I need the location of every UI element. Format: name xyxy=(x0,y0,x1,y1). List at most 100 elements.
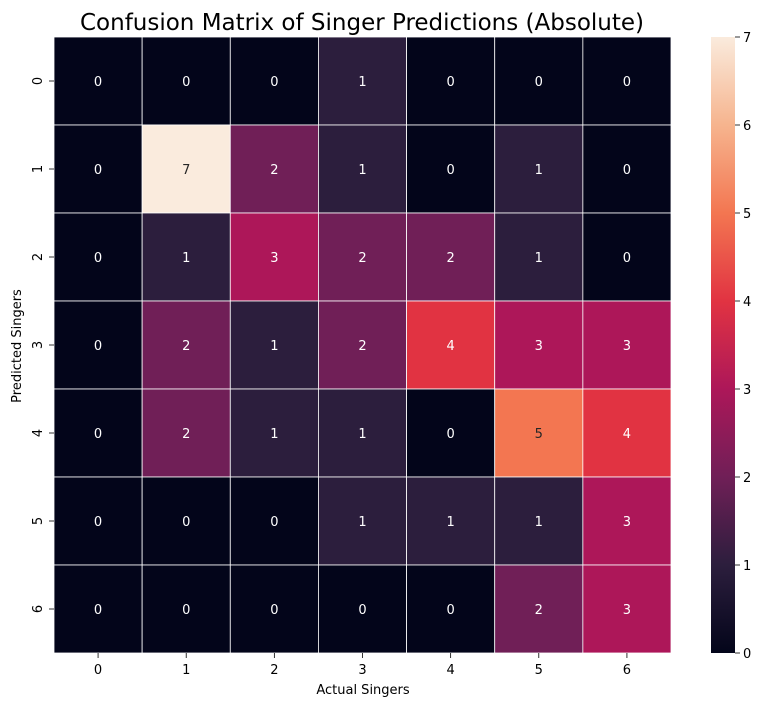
cell-value-label: 0 xyxy=(447,427,455,442)
x-tick-label: 4 xyxy=(447,663,455,678)
cell-value-label: 0 xyxy=(94,339,102,354)
heatmap-cell xyxy=(318,564,407,654)
cell-value-label: 1 xyxy=(270,339,278,354)
heatmap-cell xyxy=(494,36,584,126)
cell-value-label: 0 xyxy=(182,515,190,530)
cell-value-label: 0 xyxy=(358,603,366,618)
cell-value-label: 3 xyxy=(270,251,278,266)
cell-value-label: 2 xyxy=(182,339,190,354)
x-tick-label: 3 xyxy=(358,663,366,678)
y-tick-label: 1 xyxy=(31,165,46,173)
colorbar-tick-label: 4 xyxy=(743,295,751,310)
cell-value-label: 0 xyxy=(270,603,278,618)
heatmap-cell xyxy=(229,388,319,478)
cell-value-label: 1 xyxy=(358,75,366,90)
heatmap-cell xyxy=(318,300,407,390)
cell-value-label: 2 xyxy=(182,427,190,442)
heatmap-cell xyxy=(53,476,143,566)
heatmap-cell xyxy=(318,476,407,566)
y-tick-label: 5 xyxy=(31,517,46,525)
cell-value-label: 1 xyxy=(358,427,366,442)
cell-value-label: 5 xyxy=(535,427,543,442)
y-tick-label: 4 xyxy=(31,429,46,437)
x-tick-label: 0 xyxy=(94,663,102,678)
chart-title: Confusion Matrix of Singer Predictions (… xyxy=(80,10,644,36)
heatmap-cell xyxy=(141,476,231,566)
heatmap-cell xyxy=(494,564,584,654)
cell-value-label: 0 xyxy=(94,163,102,178)
heatmap-cell xyxy=(406,476,496,566)
x-axis-ticks: 0 1 2 3 4 5 6 xyxy=(94,653,631,678)
heatmap-cell xyxy=(582,124,672,214)
cell-value-label: 0 xyxy=(447,75,455,90)
cell-value-label: 1 xyxy=(535,515,543,530)
x-tick-label: 6 xyxy=(623,663,631,678)
y-axis-label: Predicted Singers xyxy=(10,289,25,403)
heatmap-cell xyxy=(53,124,143,214)
heatmap-cell xyxy=(53,212,143,302)
heatmap-cells xyxy=(53,36,672,654)
cell-value-label: 4 xyxy=(623,427,631,442)
colorbar-tick-label: 2 xyxy=(743,471,751,486)
cell-value-label: 2 xyxy=(358,339,366,354)
y-tick-label: 3 xyxy=(31,341,46,349)
cell-value-label: 0 xyxy=(447,603,455,618)
cell-value-label: 1 xyxy=(447,515,455,530)
heatmap-cell xyxy=(582,300,672,390)
heatmap-cell xyxy=(582,476,672,566)
cell-value-label: 2 xyxy=(447,251,455,266)
heatmap-cell-labels: 0 0 0 1 0 0 0 0 7 2 1 0 1 0 0 1 3 2 2 1 0 0 2 1 2 4 3 3 0 2 1 1 0 5 4 0 0 0 1 1… xyxy=(94,75,631,618)
heatmap-cell xyxy=(141,212,231,302)
heatmap-cell xyxy=(53,300,143,390)
x-axis-label: Actual Singers xyxy=(316,683,410,698)
cell-value-label: 0 xyxy=(447,163,455,178)
cell-value-label: 0 xyxy=(94,603,102,618)
cell-value-label: 0 xyxy=(623,163,631,178)
cell-value-label: 1 xyxy=(535,251,543,266)
cell-value-label: 0 xyxy=(623,251,631,266)
heatmap-cell xyxy=(229,124,319,214)
cell-value-label: 2 xyxy=(358,251,366,266)
heatmap-cell xyxy=(229,564,319,654)
cell-value-label: 7 xyxy=(182,163,190,178)
cell-value-label: 0 xyxy=(182,75,190,90)
cell-value-label: 1 xyxy=(535,163,543,178)
cell-value-label: 0 xyxy=(535,75,543,90)
x-tick-label: 2 xyxy=(270,663,278,678)
colorbar-tick-label: 6 xyxy=(743,119,751,134)
heatmap-cell xyxy=(406,212,496,302)
cell-value-label: 0 xyxy=(94,75,102,90)
cell-value-label: 0 xyxy=(94,515,102,530)
cell-value-label: 0 xyxy=(623,75,631,90)
cell-value-label: 0 xyxy=(182,603,190,618)
colorbar-ticks: 0 1 2 3 4 5 6 7 xyxy=(735,31,751,662)
heatmap-cell xyxy=(141,300,231,390)
heatmap-cell xyxy=(494,124,584,214)
heatmap-cell xyxy=(141,36,231,126)
heatmap-cell xyxy=(318,212,407,302)
cell-value-label: 1 xyxy=(358,163,366,178)
cell-value-label: 0 xyxy=(94,251,102,266)
colorbar-tick-label: 7 xyxy=(743,31,751,46)
cell-value-label: 1 xyxy=(182,251,190,266)
x-tick-label: 5 xyxy=(535,663,543,678)
colorbar-tick-label: 0 xyxy=(743,647,751,662)
heatmap-cell xyxy=(229,212,319,302)
cell-value-label: 4 xyxy=(447,339,455,354)
heatmap-cell xyxy=(229,476,319,566)
cell-value-label: 3 xyxy=(623,339,631,354)
cell-value-label: 0 xyxy=(270,515,278,530)
colorbar-tick-label: 3 xyxy=(743,383,751,398)
cell-value-label: 0 xyxy=(94,427,102,442)
heatmap-cell xyxy=(494,300,584,390)
colorbar-tick-label: 5 xyxy=(743,207,751,222)
cell-value-label: 2 xyxy=(535,603,543,618)
y-tick-label: 2 xyxy=(31,253,46,261)
cell-value-label: 0 xyxy=(270,75,278,90)
heatmap-cell xyxy=(406,564,496,654)
heatmap-cell xyxy=(406,124,496,214)
heatmap-cell xyxy=(229,36,319,126)
cell-value-label: 3 xyxy=(623,515,631,530)
heatmap-cell xyxy=(53,36,143,126)
cell-value-label: 1 xyxy=(270,427,278,442)
